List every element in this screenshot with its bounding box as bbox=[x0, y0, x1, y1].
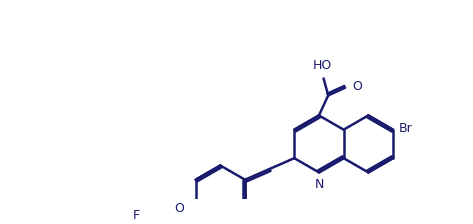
Text: O: O bbox=[174, 202, 184, 215]
Text: N: N bbox=[315, 178, 324, 191]
Text: O: O bbox=[352, 80, 362, 93]
Text: Br: Br bbox=[399, 122, 413, 135]
Text: F: F bbox=[132, 209, 140, 222]
Text: HO: HO bbox=[312, 58, 332, 71]
